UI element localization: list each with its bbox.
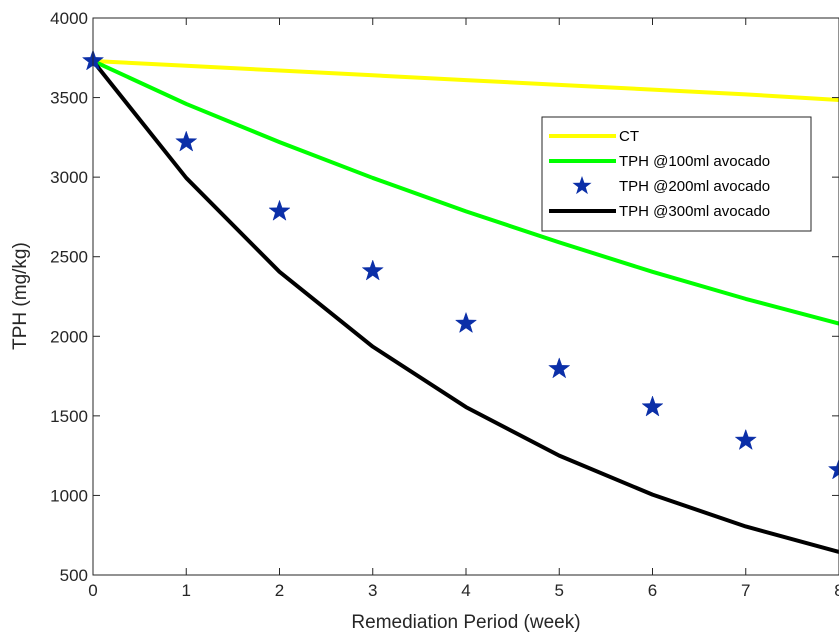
x-tick-label: 2: [275, 581, 284, 600]
series-line-ct: [92, 58, 839, 102]
x-axis-label: Remediation Period (week): [351, 612, 580, 633]
y-tick-label: 3000: [50, 168, 88, 187]
data-point-star: [734, 428, 757, 451]
y-tick-label: 2500: [50, 248, 88, 267]
y-tick-label: 3500: [50, 89, 88, 108]
legend-label: CT: [619, 128, 639, 145]
data-point-star: [454, 311, 478, 334]
legend-label: TPH @300ml avocado: [619, 203, 770, 220]
data-point-star: [175, 130, 198, 152]
x-tick-label: 0: [88, 581, 97, 600]
legend-label: TPH @200ml avocado: [619, 178, 770, 195]
x-tick-label: 8: [834, 581, 839, 600]
x-tick-label: 4: [461, 581, 470, 600]
y-tick-label: 1500: [50, 407, 88, 426]
legend-label: TPH @100ml avocado: [619, 153, 770, 170]
y-tick-label: 1000: [50, 486, 88, 505]
legend: CT TPH @100ml avocado TPH @200ml avocado TP…: [541, 116, 812, 232]
series-line-tph-100ml-avocado: [92, 59, 839, 326]
data-point-star: [548, 357, 571, 379]
data-point-star: [268, 199, 291, 221]
x-tick-label: 5: [555, 581, 564, 600]
y-tick-label: 2000: [50, 327, 88, 346]
x-tick-label: 3: [368, 581, 377, 600]
series-layer: [81, 49, 839, 554]
x-tick-label: 7: [741, 581, 750, 600]
plot-background: [93, 18, 839, 575]
legend-swatch-star: [572, 176, 592, 195]
y-tick-label: 500: [60, 566, 88, 585]
x-tick-label: 1: [182, 581, 191, 600]
x-tick-label: 6: [648, 581, 657, 600]
data-point-star: [827, 458, 839, 480]
data-point-star: [361, 259, 384, 281]
y-tick-label: 4000: [50, 9, 88, 28]
y-axis-label: TPH (mg/kg): [10, 242, 31, 350]
data-point-star: [641, 395, 664, 417]
series-line-tph-300ml-avocado: [91, 59, 839, 554]
ticks-layer: 0 1 2 3 4 5 6 7 8 500 1000 1500 2000 2500 3000 3500 4000: [50, 9, 839, 600]
